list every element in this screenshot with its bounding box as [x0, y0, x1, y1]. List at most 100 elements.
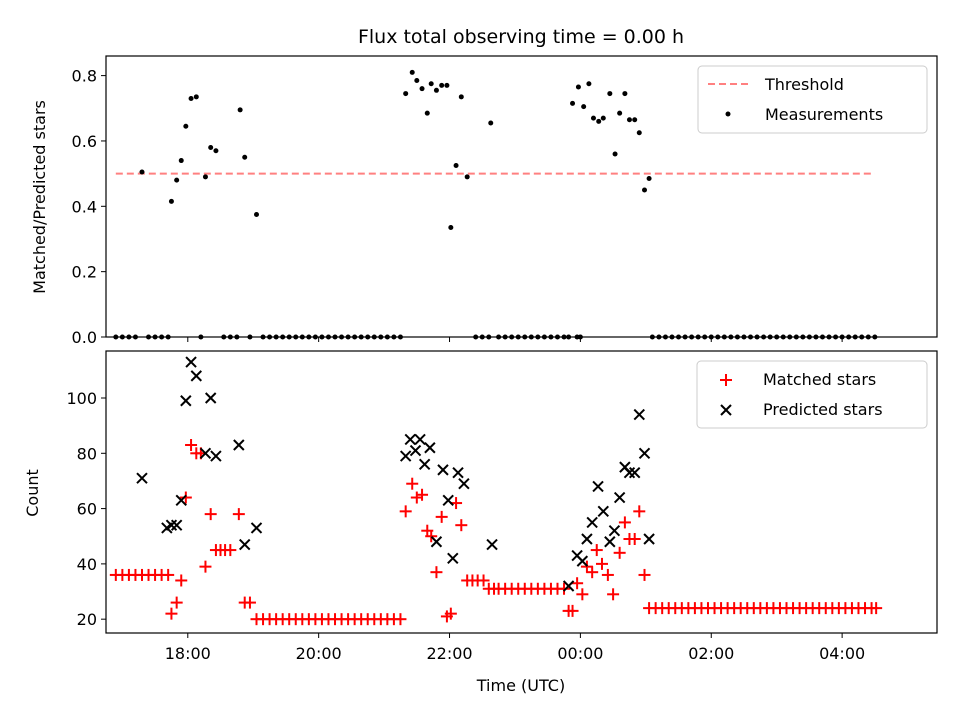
predicted-stars-point: [233, 439, 245, 451]
predicted-stars-point: [458, 477, 470, 490]
y-tick-label: 0.4: [72, 197, 97, 216]
measurement-point: [424, 110, 430, 116]
matched-stars-point: [590, 544, 603, 557]
bottom-legend: Matched stars Predicted stars: [696, 360, 928, 429]
matched-stars-point: [618, 516, 631, 529]
matched-stars-point: [243, 596, 256, 609]
measurement-point: [168, 198, 174, 204]
top-axes-frame: [105, 55, 938, 338]
predicted-stars-point: [204, 392, 217, 404]
matched-stars-point: [224, 544, 237, 557]
matched-stars-point: [601, 568, 614, 581]
y-tick-label: 100: [66, 389, 97, 408]
measurement-point: [626, 117, 632, 123]
predicted-stars-point: [185, 356, 197, 368]
predicted-stars-point: [447, 552, 459, 565]
predicted-stars-point: [409, 444, 422, 457]
x-tick-label: 22:00: [426, 644, 472, 663]
measurement-point: [448, 225, 454, 231]
predicted-stars-point: [199, 447, 212, 460]
y-tick-label: 20: [77, 610, 97, 629]
matched-stars-point: [638, 568, 651, 581]
matched-stars-point: [162, 568, 175, 581]
predicted-stars-point: [442, 494, 454, 507]
matched-stars-point: [425, 530, 438, 543]
matched-stars-point: [406, 477, 419, 490]
top-y-ticks: 0.0 0.2 0.4 0.6 0.8: [72, 67, 106, 347]
matched-stars-point: [435, 510, 448, 523]
count-panel: Count Time (UTC) 20 40 60 80 100 18:00 20:00 2…: [23, 350, 938, 695]
matched-stars-point: [199, 560, 212, 573]
measurement-point: [575, 84, 581, 90]
x-tick-label: 18:00: [165, 644, 211, 663]
predicted-stars-point: [597, 505, 609, 518]
measurement-point: [409, 69, 415, 75]
measurement-point: [586, 81, 592, 87]
matched-stars-point: [477, 574, 490, 587]
measurement-point: [570, 100, 576, 106]
matched-stars-point: [607, 588, 620, 601]
predicted-stars-point: [437, 464, 449, 476]
matched-stars-point: [566, 604, 579, 617]
matched-stars-point: [580, 560, 593, 573]
predicted-stars-point: [628, 466, 641, 479]
y-tick-label: 0.0: [72, 328, 97, 347]
predicted-stars-point: [175, 494, 187, 507]
predicted-stars-point: [424, 442, 436, 454]
measurement-point: [622, 91, 628, 97]
matched-stars-point: [399, 505, 412, 518]
bottom-y-axis-label: Count: [23, 469, 42, 517]
predicted-stars-point: [165, 519, 178, 531]
predicted-stars-point: [486, 538, 498, 551]
measurement-point: [458, 94, 464, 100]
matched-stars-point: [232, 508, 245, 521]
matched-stars-point: [628, 533, 641, 545]
bottom-axes-frame: [105, 350, 938, 634]
matched-stars-point: [444, 607, 457, 620]
top-legend: Threshold Measurements: [697, 65, 928, 134]
matched-stars-point: [595, 557, 608, 570]
matched-stars-point: [204, 508, 217, 521]
matched-stars-point: [394, 613, 407, 626]
x-tick-label: 00:00: [557, 644, 603, 663]
measurement-point: [600, 115, 606, 121]
measurement-point: [414, 78, 420, 84]
measurement-point: [403, 91, 409, 97]
bottom-legend-box: [696, 360, 928, 429]
matched-legend-swatch: [720, 374, 732, 386]
y-tick-label: 0.2: [72, 263, 97, 282]
top-x-ticks: [187, 337, 843, 342]
measurement-point: [433, 87, 439, 93]
predicted-stars-point: [190, 370, 203, 382]
measurement-point: [444, 82, 450, 88]
predicted-legend-swatch: [720, 404, 732, 416]
measurement-point: [174, 177, 180, 183]
measurement-point: [607, 91, 613, 97]
measurement-point: [253, 211, 259, 217]
predicted-stars-point: [586, 516, 598, 529]
measurement-point: [208, 144, 214, 150]
measurement-point: [642, 187, 648, 193]
predicted-stars-point: [604, 536, 616, 548]
measurement-point: [453, 162, 459, 168]
matched-stars-point: [571, 577, 584, 590]
predicted-stars-point: [239, 538, 251, 551]
chart-title: Flux total observing time = 0.00 h: [358, 26, 684, 48]
y-tick-label: 0.6: [72, 132, 97, 151]
predicted-stars-point: [170, 519, 183, 531]
measurement-point: [581, 104, 587, 110]
measurement-point: [617, 110, 623, 116]
measurement-point: [183, 123, 189, 129]
x-tick-label: 20:00: [296, 644, 342, 663]
matched-stars-point: [586, 566, 599, 579]
measurement-point: [188, 95, 194, 101]
y-tick-label: 0.8: [72, 67, 97, 86]
predicted-stars-point: [180, 395, 192, 407]
bottom-plot-area: [109, 356, 883, 626]
measurement-point: [488, 120, 494, 126]
predicted-stars-point: [430, 536, 443, 548]
measurements-legend-label: Measurements: [765, 105, 883, 124]
predicted-stars-point: [210, 450, 222, 462]
predicted-stars-point: [633, 408, 645, 421]
